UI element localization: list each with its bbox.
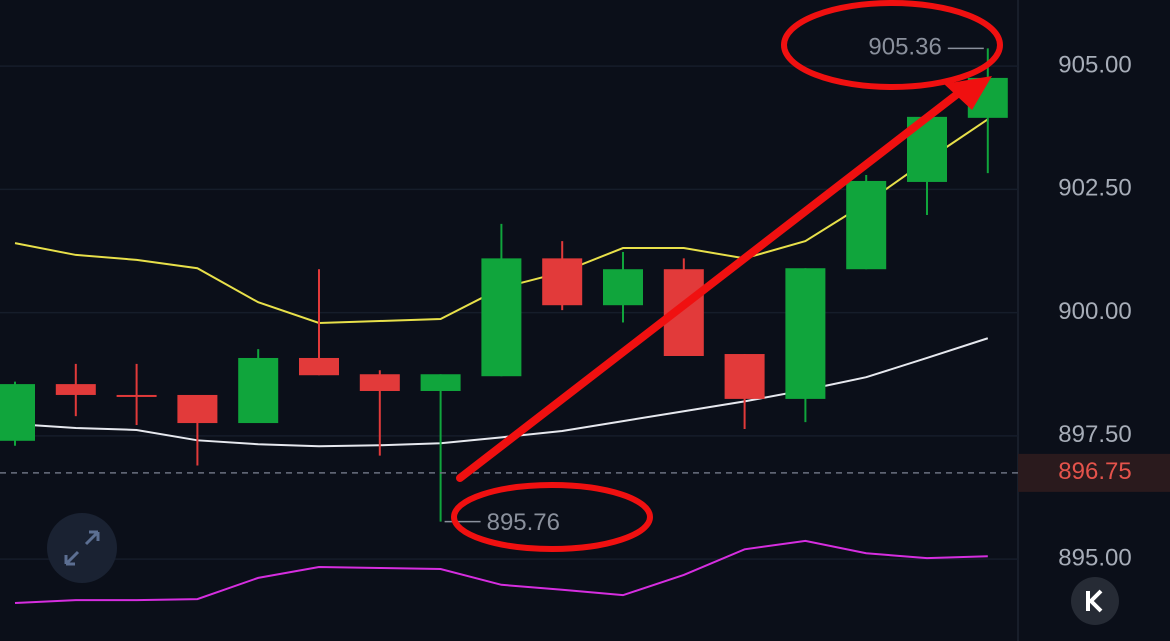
candle-body — [177, 394, 218, 424]
high-marker-label: 905.36 — [868, 34, 941, 61]
candle-body — [55, 384, 96, 395]
candle-body — [420, 374, 461, 392]
expand-icon — [64, 530, 100, 566]
y-tick-label: 905.00 — [1058, 51, 1131, 78]
candle-body — [603, 269, 643, 306]
y-tick-label: 897.50 — [1058, 421, 1131, 448]
expand-button[interactable] — [47, 513, 117, 583]
moving-average — [14, 539, 988, 605]
candle-body — [299, 357, 339, 376]
expand-button-bg[interactable] — [47, 513, 117, 583]
candle-body — [359, 374, 400, 392]
annotation-circle — [781, 0, 1003, 90]
candle-body — [481, 258, 522, 377]
y-tick-label: 902.50 — [1058, 175, 1131, 202]
candle-body — [785, 268, 826, 399]
last-price-box — [1018, 453, 1170, 492]
k-button[interactable] — [1071, 577, 1119, 625]
candle-body — [724, 354, 765, 399]
candle-body — [0, 384, 35, 441]
y-tick-label: 895.00 — [1058, 544, 1131, 571]
k-button-bg[interactable] — [1071, 577, 1119, 625]
plot: 895.00 897.50 900.00 902.50 905.00 896.75 905.… — [0, 34, 1170, 605]
low-marker-label: 895.76 — [487, 509, 560, 536]
candle-body — [238, 357, 279, 424]
y-tick-label: 900.00 — [1058, 298, 1131, 325]
k-icon — [1086, 589, 1103, 613]
annotation-circle — [451, 482, 653, 552]
annotation-arrow — [456, 88, 964, 482]
annotations — [451, 0, 1003, 552]
last-price-label: 896.75 — [1058, 458, 1131, 485]
candle-body — [542, 258, 583, 306]
moving-average — [14, 337, 989, 448]
arrow-head — [944, 76, 992, 110]
candle-body — [116, 394, 157, 397]
candle-body — [846, 180, 887, 270]
